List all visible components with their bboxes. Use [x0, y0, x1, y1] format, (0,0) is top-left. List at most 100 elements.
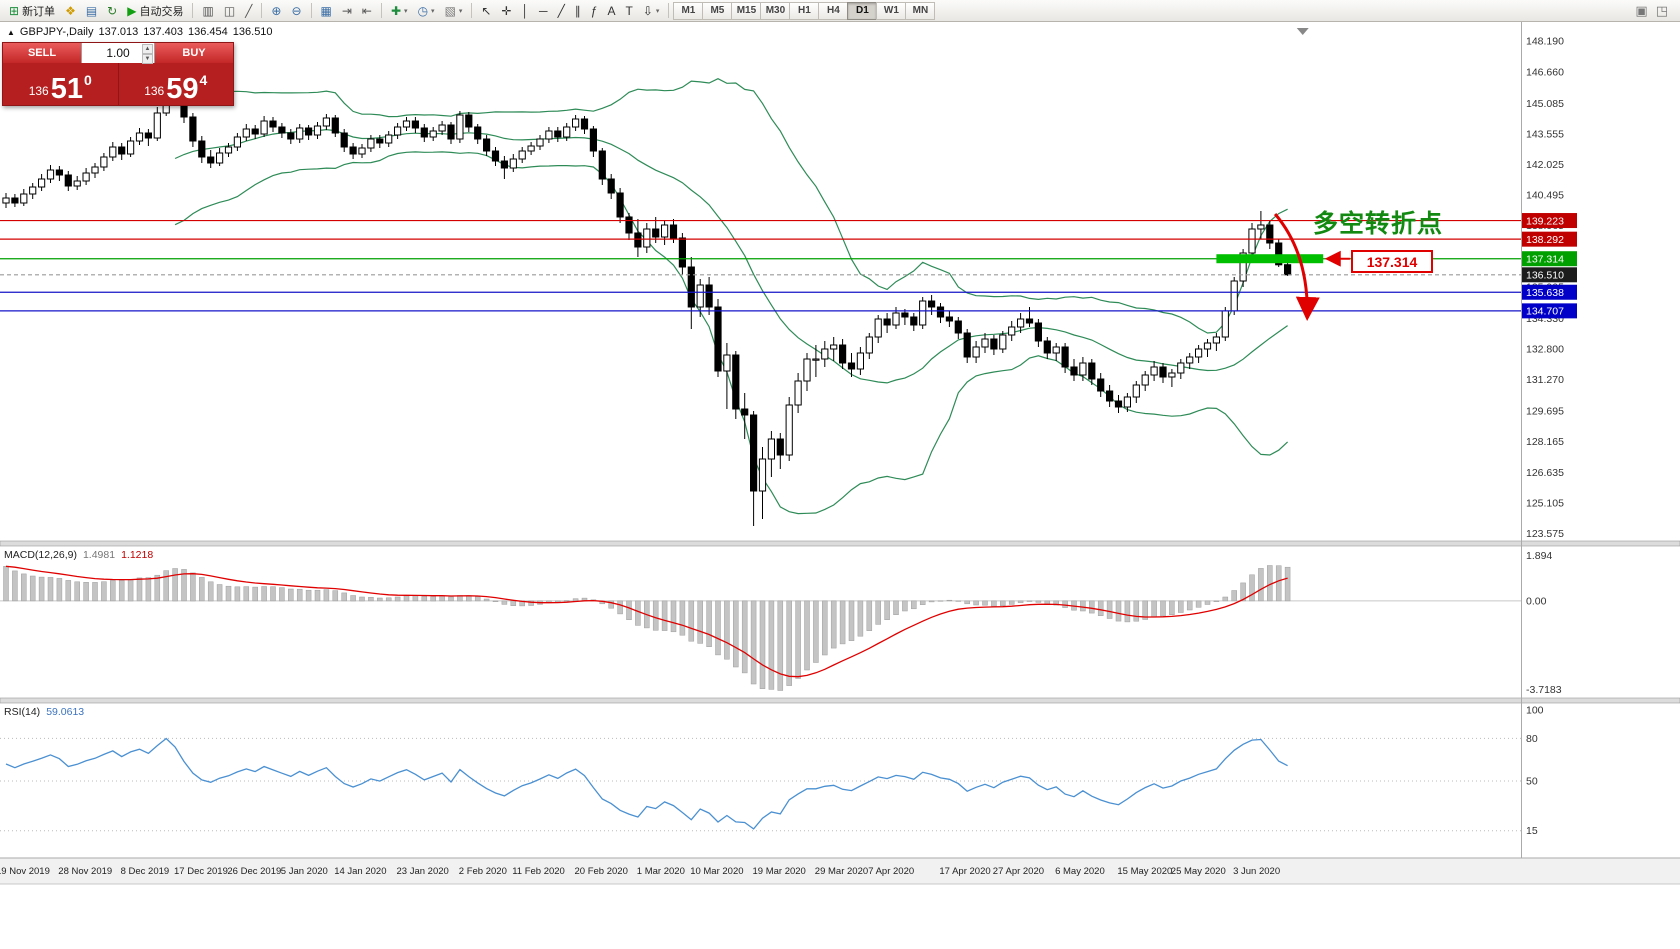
volume-down-button[interactable]: ▼ — [142, 54, 153, 64]
svg-text:2 Feb 2020: 2 Feb 2020 — [459, 866, 507, 877]
chart-shift-marker-icon — [1296, 28, 1309, 35]
price-scale[interactable]: 148.190 146.660 145.085 143.555 142.025 140.4… — [1522, 36, 1577, 540]
svg-text:136.510: 136.510 — [1526, 270, 1564, 282]
svg-text:80: 80 — [1526, 733, 1538, 745]
crosshair-tool[interactable]: ✛ — [496, 1, 516, 21]
refresh-icon[interactable]: ↻ — [102, 1, 122, 21]
print-preview-button[interactable]: ◳ — [1655, 2, 1668, 18]
sell-price-button[interactable]: 136 51 0 — [3, 63, 118, 105]
svg-text:50: 50 — [1526, 776, 1538, 788]
line-chart-button[interactable]: ╱ — [240, 1, 257, 21]
channel-tool[interactable]: ∥ — [570, 1, 586, 21]
volume-value: 1.00 — [106, 46, 130, 60]
buy-price-pips: 59 — [166, 73, 199, 105]
svg-text:131.270: 131.270 — [1526, 374, 1564, 386]
arrows-tool[interactable]: ⇩ ▾ — [638, 1, 665, 21]
timeframe-m30-button[interactable]: M30 — [760, 1, 791, 20]
svg-text:10 Mar 2020: 10 Mar 2020 — [690, 866, 743, 877]
svg-text:11 Feb 2020: 11 Feb 2020 — [512, 866, 565, 877]
timeframe-h1-button[interactable]: H1 — [789, 1, 820, 20]
volume-input[interactable]: 1.00 ▲ ▼ — [81, 43, 155, 64]
svg-text:23 Jan 2020: 23 Jan 2020 — [397, 866, 449, 877]
chart-canvas[interactable]: 1.894 0.00 -3.7183 100 80 50 15 19 Nov 2019 28 N… — [0, 22, 1680, 949]
market-watch-icon-icon: ▤ — [85, 3, 98, 18]
chart-drawings[interactable] — [1216, 28, 1350, 321]
macd-pane[interactable]: 1.894 0.00 -3.7183 — [0, 550, 1562, 696]
toolbar-separator — [261, 3, 263, 18]
profiles-icon-icon: ❖ — [65, 3, 76, 18]
svg-text:140.495: 140.495 — [1526, 190, 1564, 202]
chart-header: ▲ GBPJPY-,Daily 137.013 137.403 136.454 … — [7, 26, 273, 38]
timeframe-mn-button[interactable]: MN — [905, 1, 936, 20]
timeframe-h4-button[interactable]: H4 — [818, 1, 849, 20]
autotrading-button[interactable]: ▶ 自动交易 — [122, 1, 188, 21]
zoom-in-button[interactable]: ⊕ — [266, 1, 286, 21]
svg-text:3 Jun 2020: 3 Jun 2020 — [1233, 866, 1280, 877]
bar-chart-icon: ▥ — [202, 3, 214, 18]
fibonacci-tool[interactable]: ƒ — [586, 1, 603, 21]
candlestick-chart-button[interactable]: ◫ — [219, 1, 240, 21]
svg-text:7 Apr 2020: 7 Apr 2020 — [868, 866, 914, 877]
time-axis[interactable]: 19 Nov 2019 28 Nov 2019 8 Dec 2019 17 Dec 2… — [0, 857, 1680, 885]
label-tool[interactable]: T — [621, 1, 638, 21]
sell-button[interactable]: SELL — [3, 43, 81, 63]
zoom-out-button[interactable]: ⊖ — [286, 1, 306, 21]
toolbar-left-groups: ⊞ 新订单 ❖ ▤ ↻ ▶ 自动交易 ▥ ◫ ╱ ⊕ ⊖ ▦ ⇥ ⇤ ✚ ▾ ◷ ▾ ▧ ▾ ↖ ✛ │ ─ ╱ ∥ ƒ A T ⇩ ▾ — [4, 1, 664, 21]
svg-text:138.292: 138.292 — [1526, 234, 1564, 246]
price-level-lines[interactable] — [0, 219, 1521, 312]
svg-text:15: 15 — [1526, 825, 1538, 837]
symbol-marker-icon: ▲ — [7, 27, 15, 37]
new-order-button[interactable]: ⊞ 新订单 — [4, 1, 60, 21]
print-button[interactable]: ▣ — [1635, 2, 1648, 18]
chart-annotation-text[interactable]: 多空转折点 — [1313, 210, 1444, 238]
label-icon: T — [625, 3, 633, 18]
chart-shift-button[interactable]: ⇤ — [357, 1, 377, 21]
chart-background — [0, 22, 1680, 949]
macd-signal-value: 1.1218 — [121, 549, 154, 561]
buy-button[interactable]: BUY — [155, 43, 233, 63]
trendline-tool[interactable]: ╱ — [553, 1, 570, 21]
market-watch-icon[interactable]: ▤ — [81, 1, 102, 21]
buy-price-point: 4 — [199, 72, 208, 88]
autotrading-icon: ▶ — [127, 3, 137, 18]
candles — [2, 46, 1292, 526]
indicators-button[interactable]: ✚ ▾ — [386, 1, 413, 21]
bar-chart-button[interactable]: ▥ — [197, 1, 218, 21]
auto-scroll-button[interactable]: ⇥ — [337, 1, 357, 21]
ohlc-low-value: 136.454 — [188, 26, 228, 38]
timeframe-m5-button[interactable]: M5 — [702, 1, 733, 20]
price-tag-label[interactable]: 137.314 — [1351, 250, 1433, 273]
text-icon: A — [607, 3, 616, 18]
vertical-line-tool[interactable]: │ — [517, 1, 535, 21]
timeframe-d1-button[interactable]: D1 — [847, 1, 878, 20]
tile-windows-button[interactable]: ▦ — [316, 1, 337, 21]
volume-up-button[interactable]: ▲ — [142, 44, 153, 54]
svg-text:5 Jan 2020: 5 Jan 2020 — [281, 866, 328, 877]
rsi-value: 59.0613 — [46, 706, 85, 718]
cursor-tool[interactable]: ↖ — [476, 1, 496, 21]
fibonacci-icon: ƒ — [590, 3, 598, 18]
svg-text:20 Feb 2020: 20 Feb 2020 — [575, 866, 628, 877]
chart-symbol-label: GBPJPY-,Daily — [19, 26, 94, 38]
profiles-icon[interactable]: ❖ — [60, 1, 81, 21]
svg-text:17 Dec 2019: 17 Dec 2019 — [174, 866, 228, 877]
svg-text:25 May 2020: 25 May 2020 — [1171, 866, 1226, 877]
horizontal-line-tool[interactable]: ─ — [534, 1, 553, 21]
templates-button[interactable]: ▧ ▾ — [440, 1, 468, 21]
toolbar-separator — [310, 3, 312, 18]
svg-text:125.105: 125.105 — [1526, 497, 1564, 509]
periods-button[interactable]: ◷ ▾ — [413, 1, 440, 21]
svg-text:26 Dec 2019: 26 Dec 2019 — [227, 866, 281, 877]
text-tool[interactable]: A — [602, 1, 620, 21]
timeframe-w1-button[interactable]: W1 — [876, 1, 907, 20]
chart-shift-icon: ⇤ — [361, 3, 372, 18]
buy-price-button[interactable]: 136 59 4 — [117, 63, 234, 105]
timeframe-m1-button[interactable]: M1 — [673, 1, 704, 20]
svg-text:15 May 2020: 15 May 2020 — [1117, 866, 1172, 877]
rsi-pane[interactable]: 100 80 50 15 — [0, 705, 1544, 838]
svg-text:14 Jan 2020: 14 Jan 2020 — [334, 866, 386, 877]
timeframe-m15-button[interactable]: M15 — [731, 1, 762, 20]
crosshair-icon: ✛ — [501, 3, 512, 18]
macd-indicator-label: MACD(12,26,9) 1.4981 1.1218 — [4, 549, 153, 561]
pane-separators — [0, 22, 1680, 884]
